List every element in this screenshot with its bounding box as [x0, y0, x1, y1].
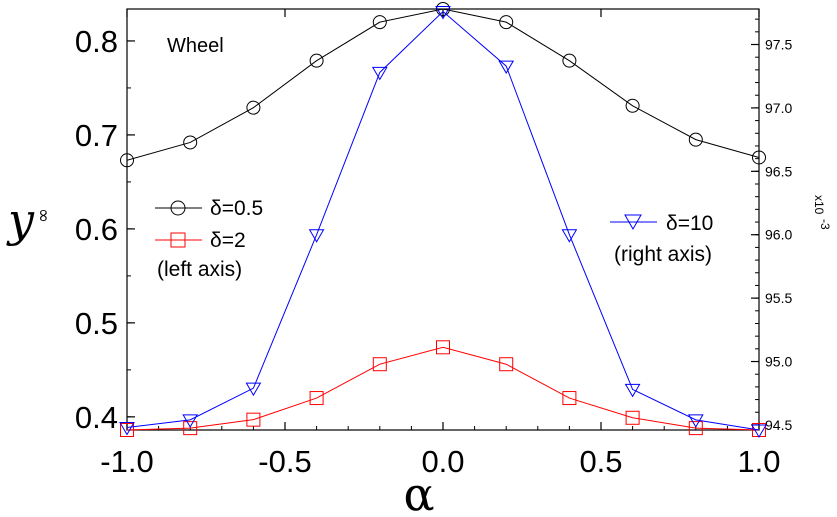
y-axis-title: y [6, 193, 35, 247]
y-right-tick-label: 97.5 [765, 37, 792, 53]
data-point [183, 421, 198, 436]
legend-label-delta-0-5: δ=0.5 [210, 197, 263, 220]
legend-note-right-axis: (right axis) [614, 243, 712, 266]
chart-annotation: Wheel [167, 35, 224, 57]
data-point [625, 410, 640, 425]
series-line [126, 8, 760, 161]
data-point [499, 15, 514, 30]
x-tick-label: -0.5 [258, 444, 311, 479]
right-axis: 94.5 95.0 95.5 96.0 96.5 97.0 97.5 [751, 18, 792, 433]
data-point [372, 15, 387, 30]
legend-label-delta-10: δ=10 [666, 212, 713, 235]
data-point [308, 229, 325, 243]
bottom-axis: -1.0 -0.5 0.0 0.5 1.0 [100, 9, 781, 479]
data-point [561, 229, 578, 243]
series-line [126, 346, 760, 431]
y-right-tick-label: 94.5 [765, 417, 792, 433]
data-point [246, 100, 261, 115]
y-right-tick-label: 96.5 [765, 163, 792, 179]
y-left-tick-label: 0.5 [75, 306, 118, 341]
x-tick-label: -1.0 [100, 444, 153, 479]
legend-note-left-axis: (left axis) [157, 258, 242, 281]
legend-marker-square [170, 232, 186, 248]
data-point [309, 53, 324, 68]
data-point [752, 150, 766, 165]
series-layer [119, 2, 767, 438]
data-point [498, 60, 515, 75]
y-left-tick-label: 0.6 [75, 212, 118, 247]
y-left-tick-label: 0.8 [75, 24, 118, 59]
series-2 [119, 6, 767, 438]
data-point [687, 414, 704, 428]
left-axis: 0.4 0.5 0.6 0.7 0.8 [75, 24, 135, 435]
data-point [183, 135, 198, 150]
y-right-tick-label: 95.5 [765, 290, 792, 306]
legend-right: δ=10 (right axis) [610, 212, 713, 266]
x-tick-label: 0.5 [579, 444, 622, 479]
y-axis-title-subscript: ∞ [33, 208, 54, 223]
right-axis-scale: x10 -3 [812, 195, 832, 230]
data-point [436, 2, 450, 16]
data-point [435, 6, 451, 20]
data-point [625, 98, 640, 113]
y-right-tick-label: 97.0 [765, 100, 792, 116]
data-point [245, 382, 262, 397]
data-point [688, 132, 703, 147]
data-point [688, 421, 703, 436]
data-point [120, 423, 134, 437]
data-point [119, 421, 135, 436]
x-tick-label: 1.0 [737, 444, 780, 479]
series-0 [120, 2, 766, 168]
legend-label-delta-2: δ=2 [210, 229, 246, 252]
data-point [246, 412, 261, 427]
x-axis-title: α [403, 467, 434, 517]
y-right-tick-label: 95.0 [765, 354, 792, 370]
data-point [436, 340, 450, 355]
series-line [126, 10, 760, 431]
right-axis-scale-exponent: -3 [818, 219, 832, 230]
data-point [562, 391, 577, 406]
data-point [751, 424, 767, 438]
data-point [372, 357, 387, 372]
legend-marker-circle [170, 200, 186, 216]
data-point [371, 66, 388, 81]
y-right-tick-label: 96.0 [765, 227, 792, 243]
y-left-tick-label: 0.4 [75, 400, 118, 435]
data-point [120, 153, 134, 168]
data-point [624, 383, 641, 398]
right-axis-scale-base: x10 [812, 195, 826, 215]
legend-marker-triangle [624, 214, 642, 231]
data-point [309, 391, 324, 406]
y-left-tick-label: 0.7 [75, 118, 118, 153]
data-point [182, 414, 199, 428]
x-tick-label: 0.0 [421, 444, 464, 479]
data-point [562, 53, 577, 68]
data-point [499, 357, 514, 372]
legend-left: δ=0.5 δ=2 (left axis) [155, 197, 263, 281]
